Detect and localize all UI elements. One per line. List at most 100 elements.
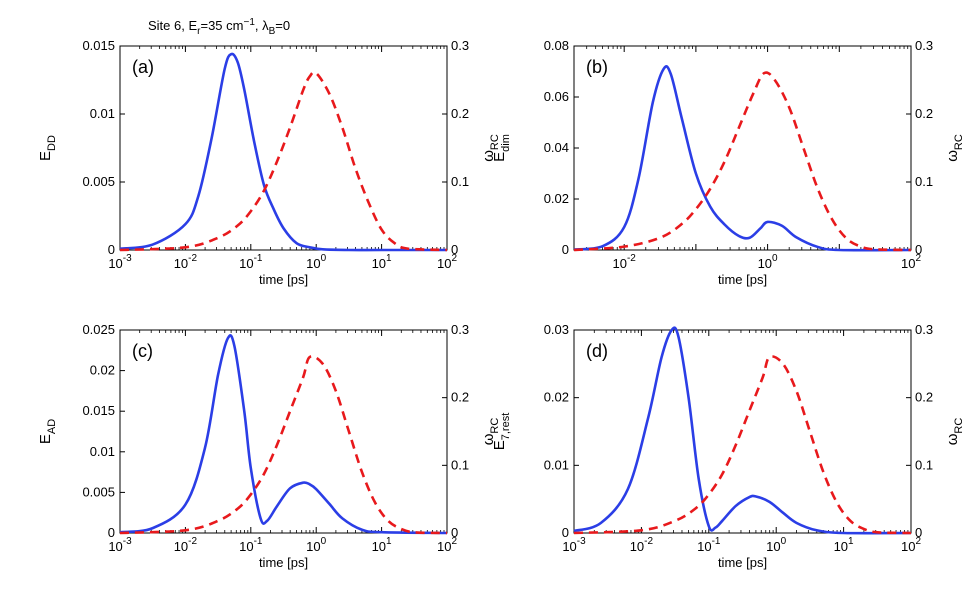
y-tick-label: 0 xyxy=(562,525,569,540)
x-tick-label-exponent: 0 xyxy=(772,253,778,264)
y-tick-label: 0.06 xyxy=(544,89,569,104)
x-tick-label: 10-3 xyxy=(108,536,132,554)
x-tick-label-exponent: -2 xyxy=(188,536,197,547)
x-tick-label-base: 10 xyxy=(372,256,386,271)
x-tick-label-exponent: -2 xyxy=(188,253,197,264)
x-tick-label: 102 xyxy=(437,253,457,271)
x-tick-label-exponent: -3 xyxy=(123,536,132,547)
y-axis-label-main: E xyxy=(491,440,508,450)
y2-axis-label-sub: RC xyxy=(489,418,501,434)
x-tick-label-base: 10 xyxy=(766,539,780,554)
y2-axis-label-main: ω xyxy=(944,433,961,445)
panel-label: (d) xyxy=(586,341,608,361)
y-axis-label: E7,rest xyxy=(491,413,512,451)
panel-c: 10-3 10-2 10-1 100 101 10200.0050.010.0150.02… xyxy=(37,322,501,570)
x-tick-label-base: 10 xyxy=(758,256,772,271)
x-tick-label-base: 10 xyxy=(372,539,386,554)
x-tick-label-base: 10 xyxy=(562,539,576,554)
y2-tick-label: 0.3 xyxy=(915,38,933,53)
x-tick-label-base: 10 xyxy=(239,539,253,554)
panel-label: (a) xyxy=(132,57,154,77)
x-tick-label: 10-1 xyxy=(697,536,721,554)
x-tick-label-base: 10 xyxy=(630,539,644,554)
y-tick-label: 0.015 xyxy=(82,38,115,53)
x-tick-label-exponent: 2 xyxy=(451,536,457,547)
y2-tick-label: 0.1 xyxy=(451,457,469,472)
y2-tick-label: 0.2 xyxy=(451,390,469,405)
series-line-e-ad xyxy=(119,334,448,535)
series-line-omega-rc xyxy=(119,355,448,535)
x-tick-label-exponent: 0 xyxy=(321,253,327,264)
y2-tick-label: 0 xyxy=(915,525,922,540)
x-tick-label: 10-2 xyxy=(613,253,637,271)
x-tick-label: 10-1 xyxy=(239,253,263,271)
y-tick-label: 0.02 xyxy=(544,191,569,206)
x-tick-label-base: 10 xyxy=(174,256,188,271)
x-tick-label-exponent: 1 xyxy=(386,253,392,264)
suptitle-er-exp: −1 xyxy=(243,17,255,28)
panel-b: 10-2 100 10200.020.040.060.0800.10.20.3tim… xyxy=(491,38,965,287)
y-tick-label: 0.015 xyxy=(82,403,115,418)
x-axis-label: time [ps] xyxy=(718,555,767,570)
axes-box xyxy=(573,45,912,251)
x-tick-label-base: 10 xyxy=(108,256,122,271)
y2-tick-label: 0 xyxy=(451,525,458,540)
x-tick-label: 10-2 xyxy=(174,536,198,554)
y2-tick-label: 0.2 xyxy=(451,106,469,121)
x-tick-label: 102 xyxy=(901,253,921,271)
x-tick-label: 101 xyxy=(834,536,854,554)
x-tick-label-base: 10 xyxy=(613,256,627,271)
x-tick-label-exponent: 0 xyxy=(321,536,327,547)
suptitle-lambda: , λ xyxy=(255,18,269,33)
y-tick-label: 0 xyxy=(562,242,569,257)
axes-box xyxy=(119,329,448,534)
figure-suptitle: Site 6, Er=35 cm−1, λB=0 xyxy=(148,17,290,37)
series-line-omega-rc xyxy=(119,70,448,252)
y2-axis-label: ωRC xyxy=(944,134,965,162)
y-tick-label: 0.04 xyxy=(544,140,569,155)
y-axis-label: EDD xyxy=(37,135,58,161)
y2-tick-label: 0.1 xyxy=(915,457,933,472)
y-tick-label: 0.005 xyxy=(82,174,115,189)
y-axis-label-sub: dim xyxy=(500,134,512,152)
x-tick-label-base: 10 xyxy=(901,256,915,271)
y2-tick-label: 0.3 xyxy=(451,38,469,53)
y-tick-label: 0.02 xyxy=(544,390,569,405)
y2-axis-label: ωRC xyxy=(944,418,965,446)
y2-tick-label: 0 xyxy=(915,242,922,257)
y2-axis-label-sub: RC xyxy=(953,134,965,150)
x-tick-label-base: 10 xyxy=(437,256,451,271)
axes-box xyxy=(573,329,912,534)
series-line-e-dim xyxy=(573,65,912,252)
series-line-omega-rc xyxy=(573,71,912,252)
x-axis-label: time [ps] xyxy=(718,272,767,287)
panel-label: (c) xyxy=(132,341,153,361)
y-axis-label: EAD xyxy=(37,419,58,444)
x-axis-label: time [ps] xyxy=(259,272,308,287)
panel-a: 10-3 10-2 10-1 100 101 10200.0050.010.01500.1… xyxy=(37,38,501,287)
x-tick-label-base: 10 xyxy=(174,539,188,554)
x-tick-label-base: 10 xyxy=(108,539,122,554)
x-tick-label-base: 10 xyxy=(901,539,915,554)
y-tick-label: 0.08 xyxy=(544,38,569,53)
x-tick-label-exponent: -3 xyxy=(577,536,586,547)
y-axis-label: Edim xyxy=(491,134,512,162)
y2-axis-label-main: ω xyxy=(480,150,497,162)
x-tick-label-base: 10 xyxy=(239,256,253,271)
y2-axis-label: ωRC xyxy=(480,134,501,162)
y-tick-label: 0 xyxy=(108,242,115,257)
x-axis-label: time [ps] xyxy=(259,555,308,570)
x-tick-label: 101 xyxy=(372,253,392,271)
series-line-e-dd xyxy=(119,52,447,252)
y-axis-label-sub: AD xyxy=(46,419,58,434)
x-tick-label: 10-3 xyxy=(108,253,132,271)
axes-box xyxy=(119,45,448,251)
y2-axis-label-sub: RC xyxy=(489,134,501,150)
y2-axis-label-main: ω xyxy=(480,433,497,445)
x-tick-label: 100 xyxy=(758,253,778,271)
y2-tick-label: 0.3 xyxy=(451,322,469,337)
x-tick-label-base: 10 xyxy=(834,539,848,554)
y2-tick-label: 0.2 xyxy=(915,106,933,121)
y2-tick-label: 0.1 xyxy=(451,174,469,189)
